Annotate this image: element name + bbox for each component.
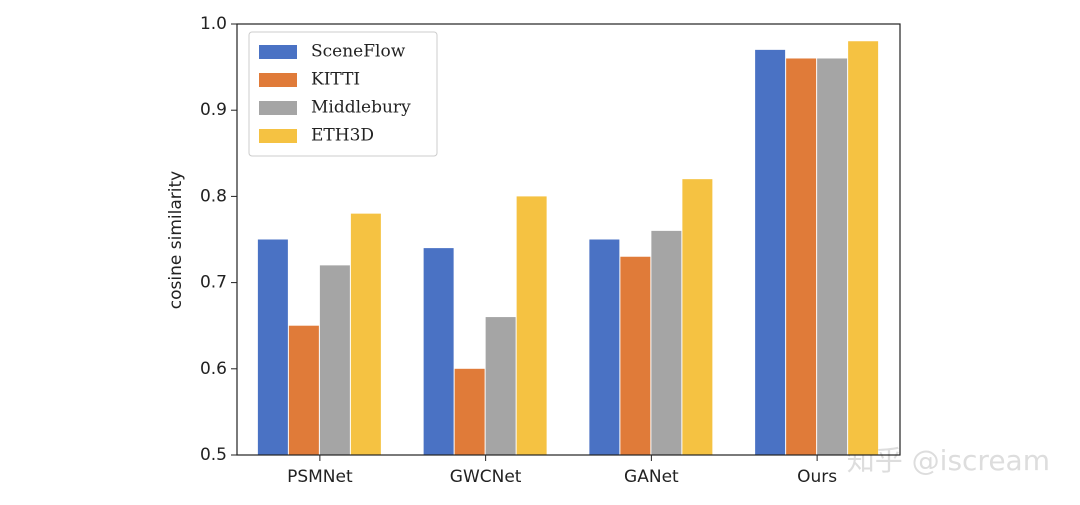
legend-swatch — [259, 45, 297, 59]
legend-label: Middlebury — [311, 98, 411, 118]
y-tick-label: 0.6 — [200, 359, 227, 379]
bar — [319, 265, 350, 455]
x-tick-label: GANet — [624, 467, 679, 487]
y-axis-label: cosine similarity — [166, 171, 186, 309]
y-tick-label: 0.7 — [200, 273, 227, 293]
legend-swatch — [259, 129, 297, 143]
legend-label: ETH3D — [311, 126, 374, 146]
x-tick-label: GWCNet — [450, 467, 522, 487]
bar — [350, 213, 381, 455]
legend-swatch — [259, 73, 297, 87]
bar — [288, 325, 319, 455]
bar — [620, 256, 651, 455]
bar — [786, 58, 817, 455]
bar — [257, 239, 288, 455]
bar — [817, 58, 848, 455]
y-tick-label: 1.0 — [200, 14, 227, 34]
legend-swatch — [259, 101, 297, 115]
bar — [423, 248, 454, 455]
y-tick-label: 0.5 — [200, 445, 227, 465]
bar — [848, 41, 879, 456]
bar — [755, 49, 786, 456]
bar — [454, 368, 485, 455]
bar — [682, 179, 713, 455]
y-tick-label: 0.9 — [200, 100, 227, 120]
legend-box — [248, 31, 438, 157]
y-tick-label: 0.8 — [200, 186, 227, 206]
x-tick-label: PSMNet — [287, 467, 353, 487]
legend-label: SceneFlow — [311, 42, 406, 62]
bar — [485, 317, 516, 455]
legend-label: KITTI — [311, 70, 360, 90]
x-tick-label: Ours — [797, 467, 837, 487]
bar — [589, 239, 620, 455]
watermark: 知乎 @iscream — [847, 444, 1050, 477]
plot-frame — [236, 23, 901, 456]
bar — [651, 230, 682, 455]
bar — [516, 196, 547, 455]
